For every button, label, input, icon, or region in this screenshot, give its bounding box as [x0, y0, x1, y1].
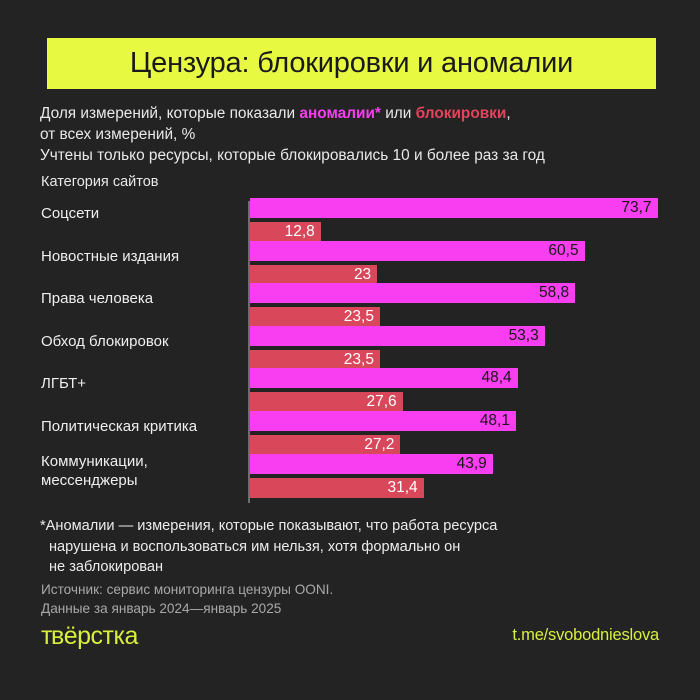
chart-row-bars: 60,5 23 — [250, 240, 585, 285]
bar-blocking: 31,4 — [250, 477, 424, 498]
bar-anomaly: 48,1 — [250, 411, 516, 431]
bar-anomaly: 43,9 — [250, 453, 493, 474]
chart-row-label: Обход блокировок — [41, 332, 169, 350]
bar-value-label: 73,7 — [621, 199, 652, 216]
bar-anomaly: 60,5 — [250, 240, 585, 261]
footnote-line-1: *Аномалии — измерения, которые показываю… — [40, 518, 498, 534]
chart-row-label: Права человека — [41, 290, 154, 308]
bar-value-label: 23 — [353, 265, 372, 283]
footnote-line-2: нарушена и воспользоваться им нельзя, хо… — [49, 538, 461, 555]
title-banner: Цензура: блокировки и аномалии — [47, 38, 656, 89]
bar-value-label: 23,5 — [343, 350, 374, 368]
subtitle-text-part2: или — [380, 105, 416, 122]
bar-anomaly: 53,3 — [250, 325, 545, 346]
telegram-channel-link[interactable]: t.me/svobodnieslova — [512, 626, 659, 644]
logo-mark-glyph: т — [41, 622, 52, 650]
source-line-2: Данные за январь 2024—январь 2025 — [41, 600, 282, 616]
bar-blocking: 27,2 — [250, 435, 401, 455]
bar-value-label: 27,2 — [364, 436, 395, 453]
bar-value-label: 48,1 — [479, 412, 510, 429]
bar-value-label: 53,3 — [508, 326, 539, 344]
subtitle-text-part3: , — [506, 105, 511, 122]
bar-value-label: 31,4 — [387, 478, 418, 496]
chart-row-bars: 48,1 27,2 — [250, 411, 516, 455]
chart-row-label: ЛГБТ+ — [41, 375, 87, 393]
verstka-logo[interactable]: т вёрстка — [41, 622, 138, 651]
bar-value-label: 23,5 — [343, 308, 374, 326]
chart-row-bars: 43,9 31,4 — [250, 453, 493, 498]
footnote-line-3: не заблокирован — [49, 559, 164, 575]
chart-row-label: Политическая критика — [41, 418, 198, 435]
bar-value-label: 43,9 — [456, 454, 487, 472]
logo-text: вёрстка — [50, 622, 138, 650]
chart-row-label: Коммуникации, мессенджеры — [41, 452, 148, 489]
page-title: Цензура: блокировки и аномалии — [129, 47, 574, 79]
bar-value-label: 12,8 — [284, 223, 315, 240]
bar-value-label: 60,5 — [548, 241, 579, 259]
chart-row-bars: 53,3 23,5 — [250, 325, 545, 370]
subtitle-highlight-blocking: блокировки — [415, 105, 507, 122]
bar-anomaly: 48,4 — [250, 368, 518, 389]
subtitle-line-3: Учтены только ресурсы, которые блокирова… — [40, 147, 545, 164]
bar-chart: Соцсети 73,7 12,8 Новостные издания 60,5 23 Пр… — [41, 198, 671, 506]
footnote: *Аномалии — измерения, которые показываю… — [40, 516, 670, 578]
bar-blocking: 23,5 — [250, 349, 380, 370]
subtitle-text-part1: Доля измерений, которые показали — [40, 105, 300, 122]
subtitle-line-2: от всех измерений, % — [40, 126, 196, 143]
source-attribution: Источник: сервис мониторинга цензуры OON… — [41, 581, 491, 618]
subtitle: Доля измерений, которые показали аномали… — [40, 103, 670, 166]
chart-row-bars: 48,4 27,6 — [250, 368, 518, 413]
bar-blocking: 27,6 — [250, 392, 403, 413]
bar-blocking: 23,5 — [250, 307, 380, 328]
bar-blocking: 12,8 — [250, 222, 321, 242]
chart-row-label: Новостные издания — [41, 247, 180, 265]
bar-blocking: 23 — [250, 264, 378, 285]
chart-row-bars: 73,7 12,8 — [250, 198, 658, 242]
category-axis-line — [248, 201, 250, 503]
subtitle-highlight-anomaly: аномалии* — [299, 105, 381, 122]
bar-value-label: 58,8 — [538, 284, 570, 302]
chart-row-label: Соцсети — [41, 205, 100, 222]
bar-value-label: 48,4 — [481, 369, 512, 387]
bar-anomaly: 73,7 — [250, 198, 658, 218]
chart-row-bars: 58,8 23,5 — [250, 283, 576, 328]
source-line-1: Источник: сервис мониторинга цензуры OON… — [41, 582, 334, 597]
category-axis-header: Категория сайтов — [41, 174, 159, 190]
bar-value-label: 27,6 — [366, 393, 397, 411]
bar-anomaly: 58,8 — [250, 283, 576, 304]
footer: т вёрстка t.me/svobodnieslova — [41, 622, 659, 658]
